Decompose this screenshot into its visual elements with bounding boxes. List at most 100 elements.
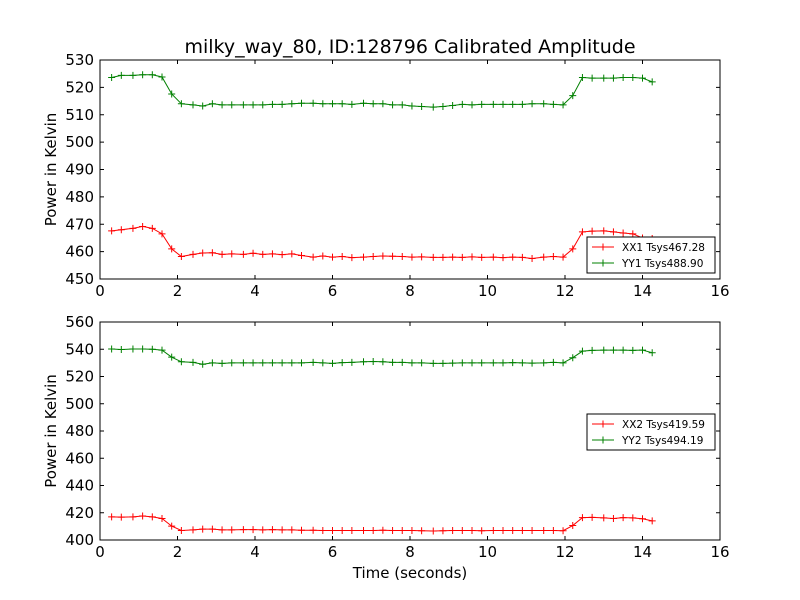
- data-point-marker: [139, 512, 147, 520]
- data-point-marker: [569, 245, 577, 253]
- y-tick-label: 480: [65, 422, 94, 440]
- data-point-marker: [489, 359, 497, 367]
- data-point-marker: [509, 253, 517, 261]
- data-point-marker: [278, 359, 286, 367]
- data-point-marker: [389, 358, 397, 366]
- data-point-marker: [578, 74, 586, 82]
- data-point-marker: [259, 526, 267, 534]
- data-point-marker: [578, 228, 586, 236]
- data-point-marker: [639, 346, 646, 354]
- legend-marker: [599, 436, 607, 444]
- data-point-marker: [418, 359, 426, 367]
- data-point-marker: [329, 253, 336, 261]
- data-point-marker: [549, 526, 557, 534]
- y-tick-label: 420: [65, 504, 94, 522]
- data-point-marker: [569, 354, 577, 362]
- data-point-marker: [249, 101, 257, 109]
- data-point-marker: [218, 359, 226, 367]
- data-point-marker: [259, 359, 267, 367]
- data-point-marker: [249, 249, 257, 257]
- data-point-marker: [199, 102, 207, 110]
- data-point-marker: [309, 526, 317, 534]
- data-point-marker: [418, 253, 426, 261]
- data-point-marker: [298, 99, 305, 107]
- data-point-marker: [369, 526, 377, 534]
- data-point-marker: [189, 358, 197, 366]
- y-tick-label: 440: [65, 477, 94, 495]
- data-point-marker: [499, 359, 507, 367]
- data-point-marker: [338, 526, 346, 534]
- data-point-marker: [369, 100, 377, 108]
- data-point-marker: [268, 526, 276, 534]
- x-axis-title: Time (seconds): [352, 564, 468, 582]
- data-point-marker: [259, 250, 267, 258]
- data-point-marker: [288, 359, 296, 367]
- data-point-marker: [259, 101, 267, 109]
- top-subplot: 0 2 4 6 8 10 12 14 16 450 460 470 480 490 500 510 520 530…: [42, 51, 730, 300]
- data-point-marker: [189, 101, 197, 109]
- data-point-marker: [509, 526, 517, 534]
- data-point-marker: [389, 252, 397, 260]
- data-point-marker: [578, 514, 586, 522]
- x-tick-label: 8: [405, 282, 415, 300]
- data-point-marker: [478, 359, 486, 367]
- data-point-marker: [449, 101, 457, 109]
- data-point-marker: [389, 526, 397, 534]
- data-point-marker: [458, 253, 466, 261]
- legend: XX1 Tsys467.28 YY1 Tsys488.90: [586, 236, 716, 274]
- data-point-marker: [360, 358, 367, 366]
- data-point-marker: [319, 100, 327, 108]
- data-point-marker: [458, 526, 466, 534]
- data-point-marker: [239, 250, 247, 258]
- data-point-marker: [389, 101, 397, 109]
- data-point-marker: [218, 101, 226, 109]
- data-point-marker: [298, 251, 305, 259]
- data-point-marker: [129, 513, 137, 521]
- legend-box: [586, 236, 716, 274]
- data-point-marker: [588, 227, 596, 235]
- data-point-marker: [208, 249, 216, 257]
- data-point-marker: [298, 359, 305, 367]
- data-point-marker: [129, 345, 137, 353]
- data-point-marker: [549, 100, 557, 108]
- data-point-marker: [168, 245, 176, 253]
- data-point-marker: [168, 90, 176, 98]
- data-point-marker: [329, 359, 336, 367]
- legend-box: [586, 413, 716, 451]
- legend-marker: [599, 243, 607, 251]
- data-point-marker: [540, 100, 548, 108]
- data-point-marker: [648, 78, 656, 86]
- data-point-marker: [329, 526, 336, 534]
- data-point-marker: [619, 229, 627, 237]
- data-point-marker: [408, 102, 416, 110]
- y-tick-label: 500: [65, 395, 94, 413]
- x-tick-label: 8: [405, 543, 415, 561]
- data-point-marker: [228, 101, 236, 109]
- data-point-marker: [518, 526, 526, 534]
- x-tick-label: 4: [250, 543, 260, 561]
- legend-label: YY2 Tsys494.19: [621, 435, 703, 447]
- legend-marker: [599, 259, 607, 267]
- data-point-marker: [478, 527, 486, 535]
- data-point-marker: [499, 526, 507, 534]
- data-point-marker: [429, 527, 437, 535]
- x-tick-label: 16: [710, 543, 729, 561]
- data-point-marker: [108, 74, 116, 82]
- data-point-marker: [338, 253, 346, 261]
- data-point-marker: [569, 522, 577, 530]
- data-point-marker: [439, 253, 447, 261]
- data-point-marker: [418, 103, 426, 111]
- data-point-marker: [329, 100, 336, 108]
- data-point-marker: [139, 345, 147, 353]
- data-point-marker: [429, 103, 437, 111]
- data-point-marker: [600, 227, 608, 235]
- data-point-marker: [429, 253, 437, 261]
- data-point-marker: [468, 253, 476, 261]
- data-point-marker: [228, 359, 236, 367]
- data-point-marker: [218, 250, 226, 258]
- data-point-marker: [228, 250, 236, 258]
- data-point-marker: [609, 74, 617, 82]
- data-point-marker: [609, 228, 617, 236]
- data-point-marker: [528, 100, 536, 108]
